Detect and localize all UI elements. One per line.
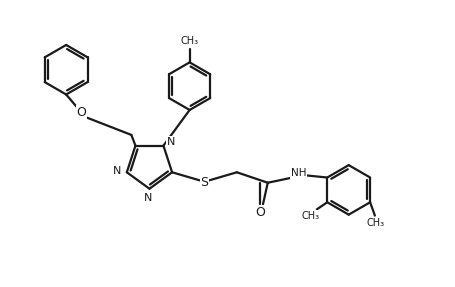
Text: O: O (76, 106, 86, 119)
Text: S: S (200, 176, 208, 189)
Text: N: N (113, 166, 121, 176)
Text: N: N (166, 137, 174, 147)
Text: O: O (255, 206, 265, 219)
Text: NH: NH (290, 168, 306, 178)
Text: N: N (144, 193, 152, 203)
Text: CH₃: CH₃ (180, 36, 198, 46)
Text: CH₃: CH₃ (366, 218, 384, 228)
Text: CH₃: CH₃ (301, 211, 319, 221)
